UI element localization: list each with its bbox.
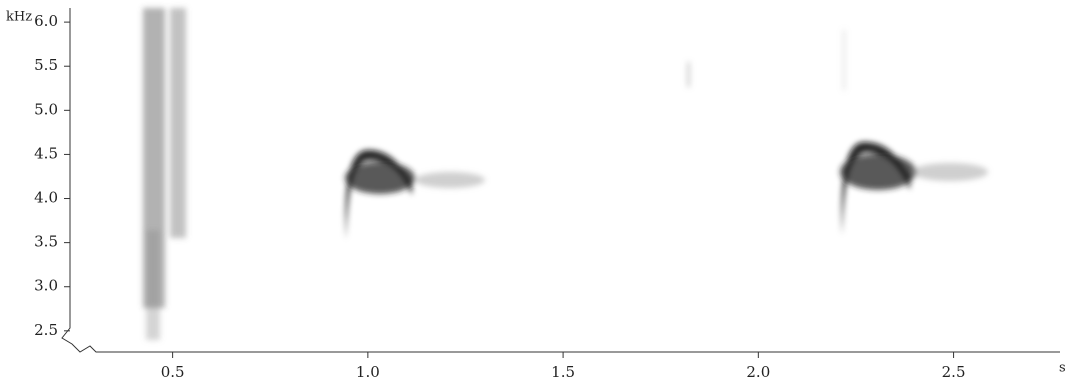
x-tick-label: 1.0	[356, 363, 380, 381]
x-tick-label: 2.5	[942, 363, 966, 381]
x-tick-label: 0.5	[161, 363, 185, 381]
y-tick-label: 4.0	[34, 189, 58, 207]
spectrogram-image	[143, 8, 988, 340]
x-axis-label: s	[1059, 361, 1066, 376]
y-tick-label: 4.5	[34, 144, 58, 162]
y-axis-label: kHz	[6, 10, 32, 25]
y-tick-label: 5.0	[34, 100, 58, 118]
y-tick-label: 3.0	[34, 277, 58, 295]
y-tick-label: 5.5	[34, 56, 58, 74]
y-tick-label: 6.0	[34, 12, 58, 30]
x-tick-label: 1.5	[551, 363, 575, 381]
y-tick-label: 2.5	[34, 321, 58, 339]
y-tick-label: 3.5	[34, 233, 58, 251]
x-tick-label: 2.0	[746, 363, 770, 381]
axes	[61, 8, 1060, 353]
